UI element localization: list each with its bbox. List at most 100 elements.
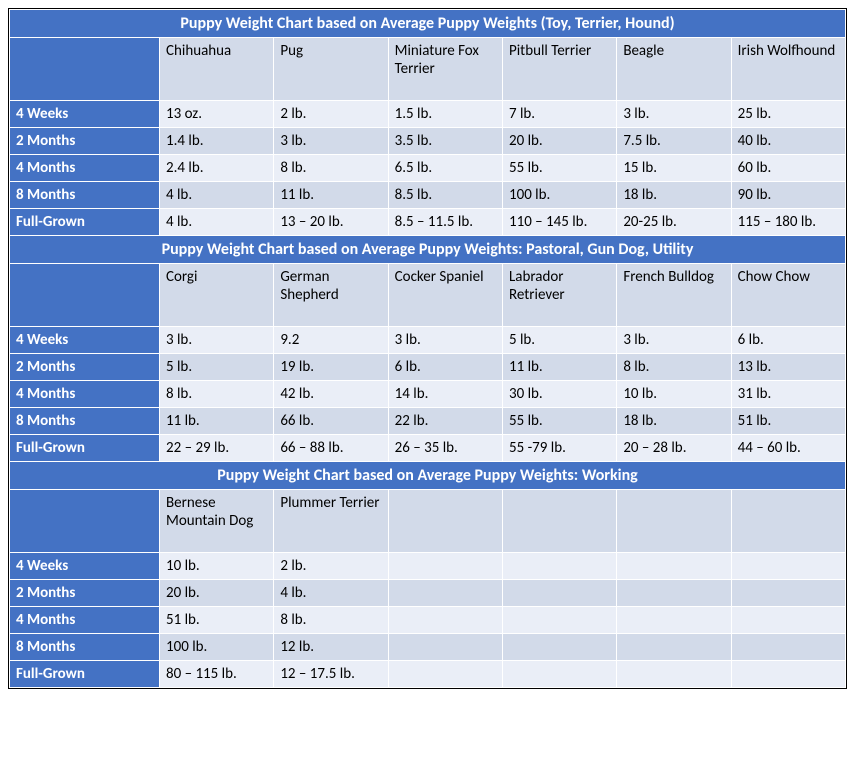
weight-cell: 11 lb. <box>160 408 274 435</box>
weight-cell: 90 lb. <box>731 182 845 209</box>
weight-cell: 26 – 35 lb. <box>388 435 502 462</box>
row-label: 2 Months <box>10 580 160 607</box>
weight-cell: 55 lb. <box>502 155 616 182</box>
breed-header: Chihuahua <box>160 38 274 101</box>
weight-cell <box>388 634 502 661</box>
breed-header: Pitbull Terrier <box>502 38 616 101</box>
weight-cell: 12 – 17.5 lb. <box>274 661 388 688</box>
row-label: 4 Months <box>10 607 160 634</box>
weight-cell: 9.2 <box>274 327 388 354</box>
row-label: 8 Months <box>10 182 160 209</box>
weight-cell: 3 lb. <box>617 327 731 354</box>
weight-cell: 100 lb. <box>502 182 616 209</box>
weight-cell: 44 – 60 lb. <box>731 435 845 462</box>
row-label: 4 Months <box>10 155 160 182</box>
weight-cell: 7 lb. <box>502 101 616 128</box>
row-label-blank <box>10 264 160 327</box>
breed-header: French Bulldog <box>617 264 731 327</box>
weight-cell: 4 lb. <box>160 209 274 236</box>
weight-cell <box>388 661 502 688</box>
weight-cell: 3 lb. <box>388 327 502 354</box>
row-label: 2 Months <box>10 128 160 155</box>
weight-cell: 13 lb. <box>731 354 845 381</box>
weight-cell: 51 lb. <box>160 607 274 634</box>
weight-cell <box>731 661 845 688</box>
breed-header: Cocker Spaniel <box>388 264 502 327</box>
row-label: Full-Grown <box>10 661 160 688</box>
weight-cell: 8 lb. <box>274 155 388 182</box>
weight-cell: 1.4 lb. <box>160 128 274 155</box>
weight-cell: 6 lb. <box>731 327 845 354</box>
weight-cell: 22 – 29 lb. <box>160 435 274 462</box>
weight-cell <box>502 607 616 634</box>
weight-cell: 6.5 lb. <box>388 155 502 182</box>
weight-cell: 7.5 lb. <box>617 128 731 155</box>
weight-cell: 18 lb. <box>617 408 731 435</box>
breed-header <box>388 490 502 553</box>
weight-cell: 10 lb. <box>617 381 731 408</box>
weight-cell <box>502 580 616 607</box>
weight-cell <box>731 634 845 661</box>
weight-cell: 19 lb. <box>274 354 388 381</box>
weight-cell: 1.5 lb. <box>388 101 502 128</box>
weight-cell: 20-25 lb. <box>617 209 731 236</box>
breed-header <box>502 490 616 553</box>
weight-cell: 2 lb. <box>274 101 388 128</box>
weight-cell <box>502 634 616 661</box>
weight-cell: 13 oz. <box>160 101 274 128</box>
row-label-blank <box>10 38 160 101</box>
weight-cell <box>502 553 616 580</box>
section-title: Puppy Weight Chart based on Average Pupp… <box>10 462 846 490</box>
weight-cell: 55 lb. <box>502 408 616 435</box>
section-title: Puppy Weight Chart based on Average Pupp… <box>10 10 846 38</box>
weight-cell <box>388 607 502 634</box>
weight-cell <box>731 607 845 634</box>
breed-header: Chow Chow <box>731 264 845 327</box>
breed-header: Corgi <box>160 264 274 327</box>
weight-cell: 20 lb. <box>160 580 274 607</box>
weight-cell: 20 – 28 lb. <box>617 435 731 462</box>
weight-cell: 30 lb. <box>502 381 616 408</box>
weight-chart-table: Puppy Weight Chart based on Average Pupp… <box>9 9 846 688</box>
weight-cell: 4 lb. <box>274 580 388 607</box>
weight-cell: 11 lb. <box>502 354 616 381</box>
breed-header: Irish Wolfhound <box>731 38 845 101</box>
weight-cell <box>617 607 731 634</box>
weight-cell <box>388 580 502 607</box>
weight-cell: 8 lb. <box>617 354 731 381</box>
row-label: 8 Months <box>10 408 160 435</box>
breed-header: Pug <box>274 38 388 101</box>
weight-cell: 8 lb. <box>274 607 388 634</box>
row-label: 2 Months <box>10 354 160 381</box>
weight-cell: 20 lb. <box>502 128 616 155</box>
weight-cell <box>617 661 731 688</box>
breed-header <box>617 490 731 553</box>
row-label: Full-Grown <box>10 435 160 462</box>
weight-chart-container: Puppy Weight Chart based on Average Pupp… <box>8 8 847 689</box>
weight-cell <box>617 580 731 607</box>
weight-cell <box>731 553 845 580</box>
weight-cell: 22 lb. <box>388 408 502 435</box>
row-label: 4 Weeks <box>10 553 160 580</box>
weight-cell: 10 lb. <box>160 553 274 580</box>
weight-cell: 8 lb. <box>160 381 274 408</box>
weight-cell: 66 lb. <box>274 408 388 435</box>
weight-cell: 5 lb. <box>160 354 274 381</box>
breed-header: Bernese Mountain Dog <box>160 490 274 553</box>
weight-cell: 25 lb. <box>731 101 845 128</box>
row-label: 4 Weeks <box>10 327 160 354</box>
weight-cell: 51 lb. <box>731 408 845 435</box>
weight-cell: 80 – 115 lb. <box>160 661 274 688</box>
weight-cell: 60 lb. <box>731 155 845 182</box>
weight-cell: 55 -79 lb. <box>502 435 616 462</box>
row-label-blank <box>10 490 160 553</box>
row-label: 4 Months <box>10 381 160 408</box>
weight-cell: 3.5 lb. <box>388 128 502 155</box>
weight-cell: 42 lb. <box>274 381 388 408</box>
row-label: 4 Weeks <box>10 101 160 128</box>
breed-header: German Shepherd <box>274 264 388 327</box>
breed-header: Beagle <box>617 38 731 101</box>
weight-cell <box>617 553 731 580</box>
weight-cell: 18 lb. <box>617 182 731 209</box>
weight-cell: 31 lb. <box>731 381 845 408</box>
